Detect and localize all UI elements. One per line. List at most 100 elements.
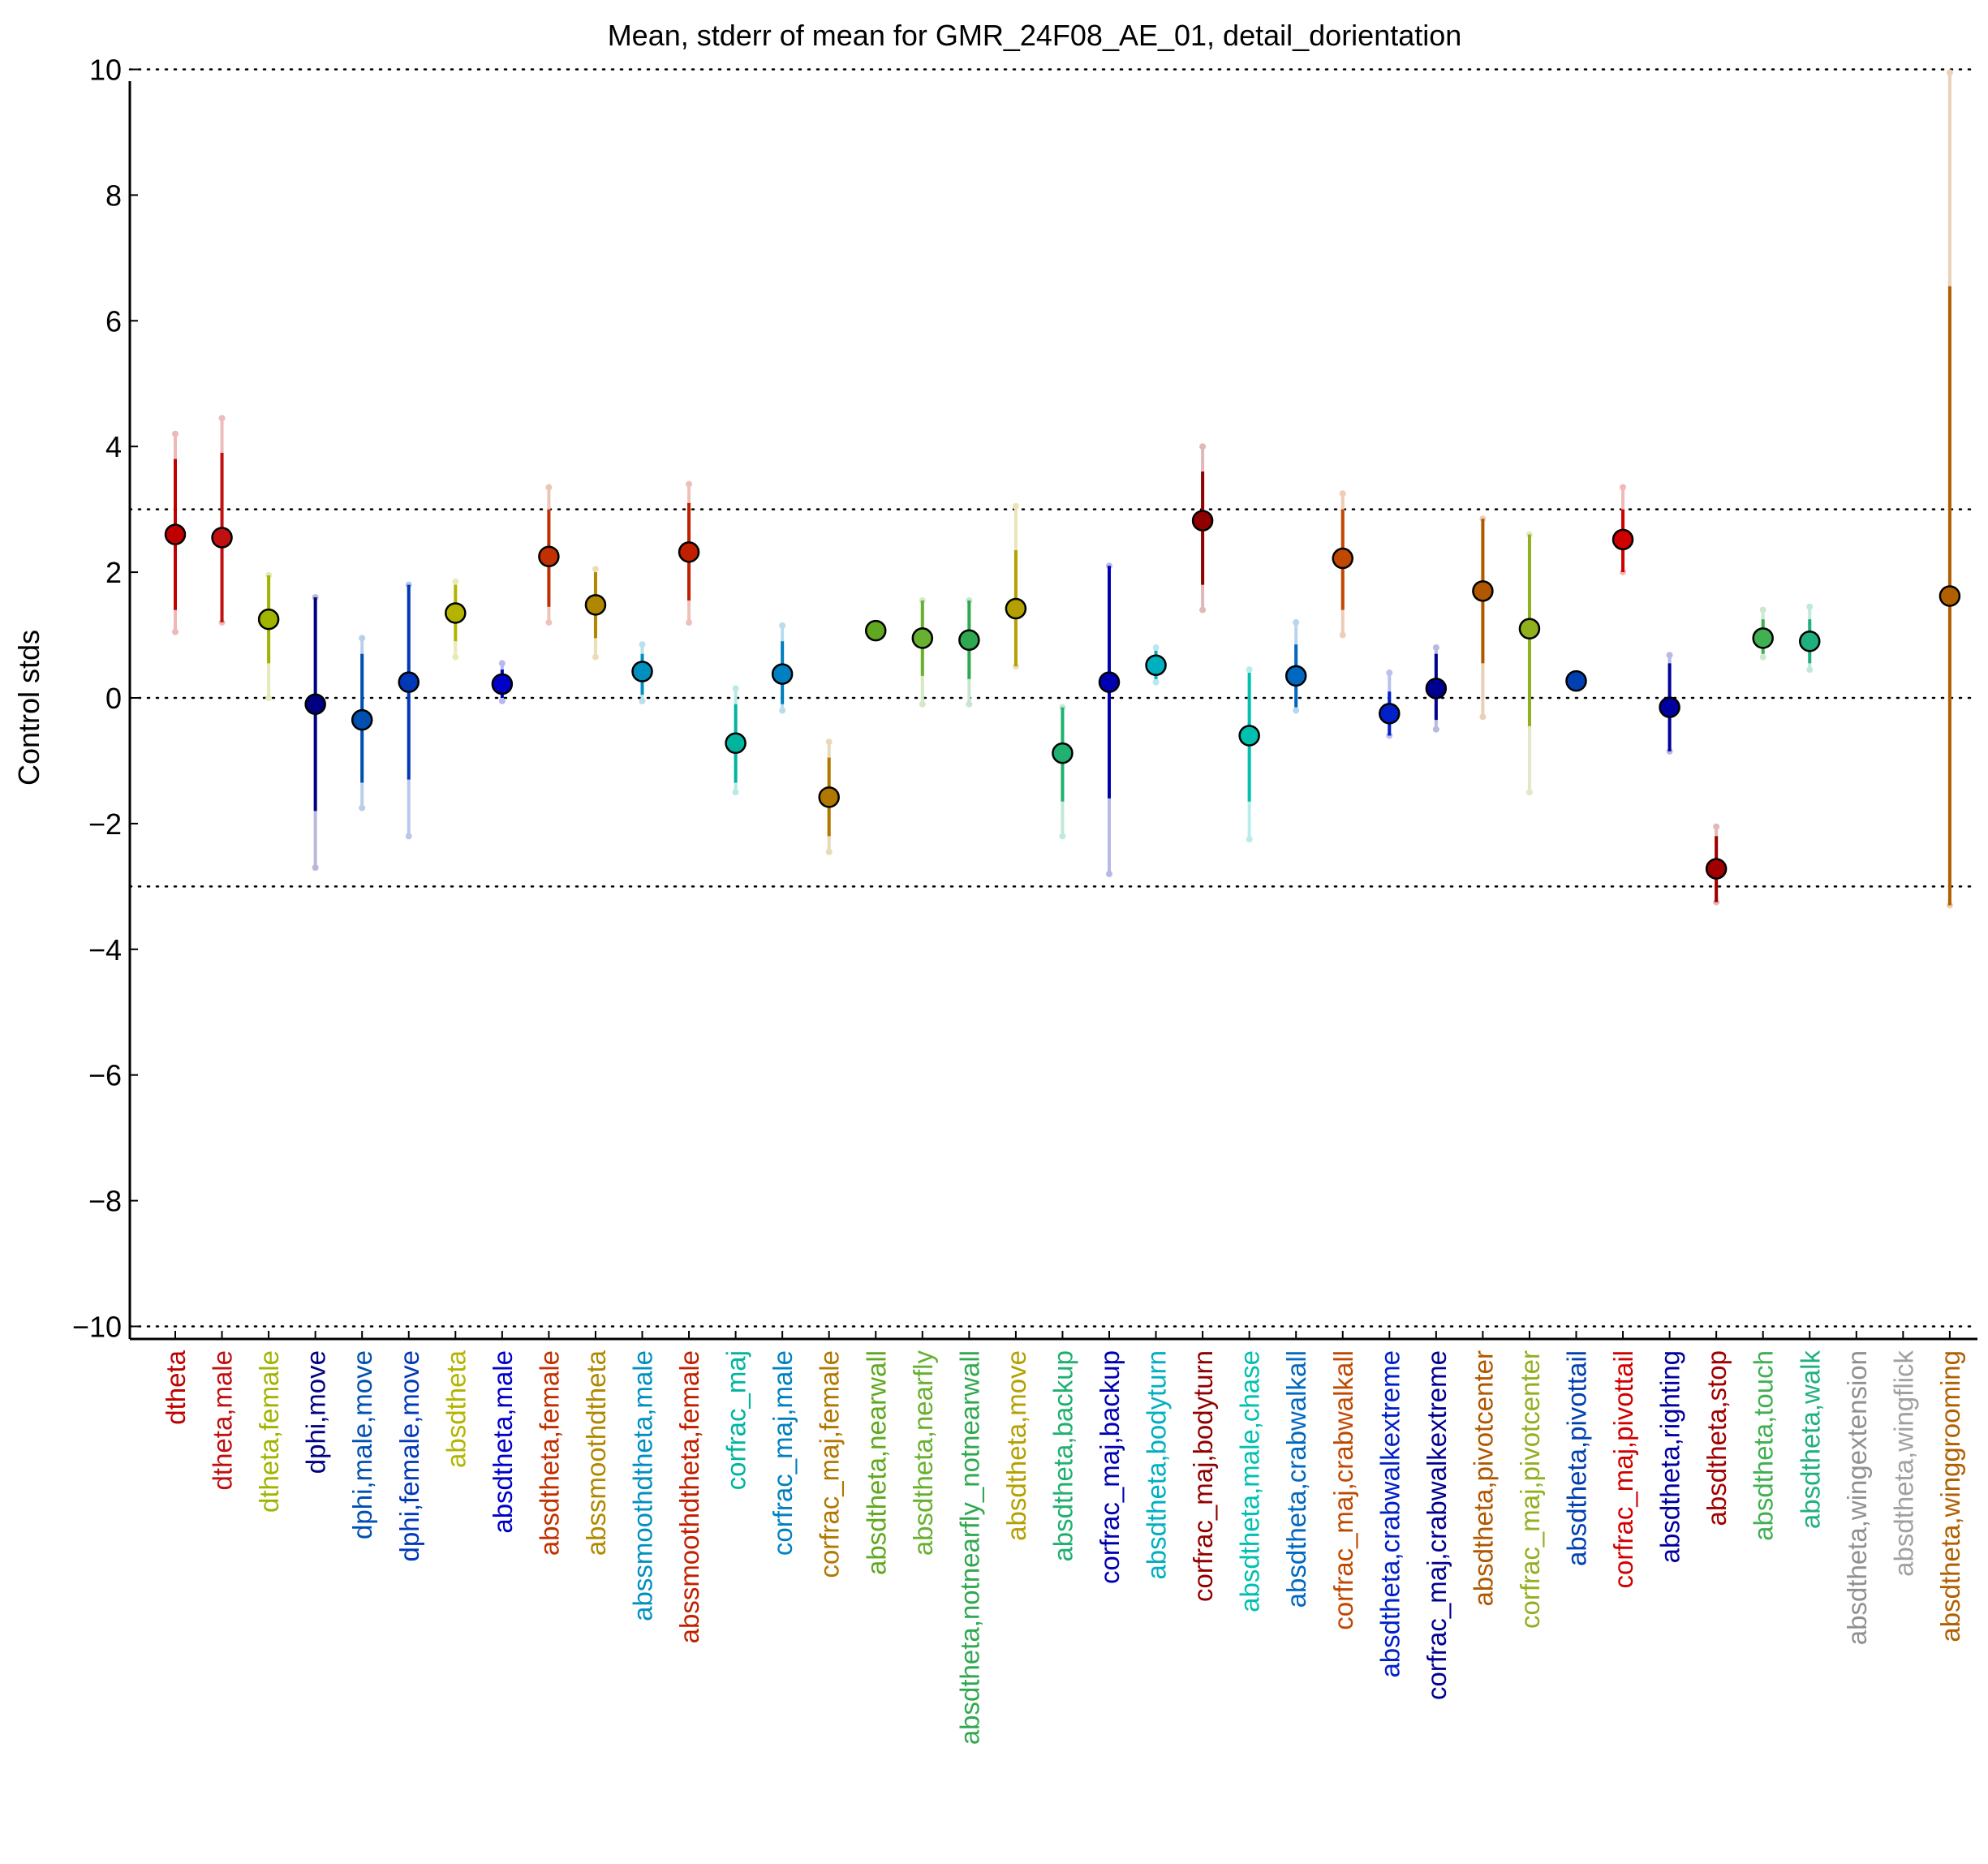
error-bar-cap [359,804,366,811]
x-tick-label: absdtheta,pivottail [1562,1350,1592,1566]
mean-point [398,671,420,693]
error-bar-cap [359,635,366,642]
mean-point [1705,858,1728,880]
error-bar-cap [686,619,693,626]
mean-point [1659,696,1680,718]
x-tick-label: corfrac_maj,crabwalkall [1328,1350,1358,1630]
error-bar-cap [405,833,412,840]
error-bar-cap [825,848,833,855]
mean-point [584,594,607,616]
error-bar-cap [1106,870,1112,877]
error-bar-cap [779,622,786,629]
x-tick-label: corfrac_maj [721,1350,751,1490]
error-bar-cap [545,619,553,626]
x-tick-label: dtheta,female [254,1350,284,1513]
x-tick-label: dphi,female,move [394,1350,424,1561]
y-tick-label: 2 [105,556,122,589]
x-tick-label: absdtheta,stop [1702,1350,1732,1526]
mean-point [538,545,560,567]
mean-point [1425,678,1448,700]
mean-point [911,627,934,649]
mean-point [631,661,653,682]
x-tick-label: dtheta,male [208,1350,238,1490]
x-tick-label: absdtheta,touch [1749,1350,1779,1541]
x-tick-label: absdtheta [441,1350,471,1468]
error-bar-cap [452,578,459,585]
error-bar-cap [779,707,786,714]
error-bar-cap [1059,833,1066,840]
mean-point [445,602,467,624]
mean-point [164,523,187,545]
y-tick-label: −8 [88,1185,122,1218]
y-tick-label: 8 [105,179,122,212]
error-bar-cap [1432,725,1439,733]
mean-point [1191,510,1214,532]
x-tick-label: dphi,male,move [347,1350,377,1539]
error-bar-cap [1946,69,1953,76]
mean-point [1752,627,1774,649]
y-tick-label: 10 [89,53,122,86]
mean-point [304,693,326,715]
error-bar-cap [1620,484,1627,491]
y-tick-label: 0 [105,682,122,715]
x-tick-label: absdtheta,crabwalkall [1281,1350,1311,1608]
error-bar-cap [732,789,739,796]
error-bar-cap [639,641,646,648]
x-tick-label: absdtheta,nearwall [861,1350,891,1575]
error-bar-cap [1199,606,1207,613]
x-tick-label: corfrac_maj,male [768,1350,798,1556]
mean-point [818,786,840,808]
mean-point [211,527,233,549]
error-bar-cap [592,566,599,573]
error-bar-cap [686,480,693,488]
x-tick-label: abssmoothdtheta [581,1350,611,1556]
x-tick-label: absdtheta,male [488,1350,518,1534]
error-bar-cap [452,653,459,661]
data-marks [164,69,1961,909]
x-tick-label: absdtheta,bodyturn [1142,1350,1172,1580]
error-bar-cap [1199,443,1207,450]
y-axis-label: Control stds [12,630,45,786]
mean-point [725,732,747,755]
mean-point [491,673,514,695]
error-bar-cap [1806,666,1814,674]
x-tick-label: absdtheta,righting [1655,1350,1685,1563]
mean-point [678,541,700,563]
chart-title: Mean, stderr of mean for GMR_24F08_AE_01… [608,19,1462,52]
error-bar-cap [1525,789,1533,796]
error-bar-cap [1759,653,1766,661]
x-tick-label: abssmoothdtheta,female [674,1350,704,1643]
y-tick-label: −4 [88,933,122,966]
x-tick-label: absdtheta,crabwalkextreme [1375,1350,1405,1678]
x-tick-label: absdtheta,nearfly [908,1350,938,1556]
mean-point [1939,585,1961,607]
error-bar-cap [1152,644,1160,652]
error-bar-cap [1012,502,1019,510]
mean-point [1472,580,1494,602]
mean-point [1565,669,1587,692]
error-bar-cap [312,864,319,872]
mean-point [865,619,887,642]
error-bar-cap [172,628,179,635]
x-tick-label: absdtheta,pivotcenter [1468,1350,1498,1607]
x-tick-label: absdtheta,move [1001,1350,1031,1541]
error-bar-cap [825,738,833,746]
x-tick-label: absdtheta,female [534,1350,564,1556]
mean-point [1332,547,1353,570]
error-bar-cap [218,415,226,422]
mean-point [1518,618,1541,640]
x-tick-label: absdtheta,backup [1048,1350,1078,1562]
error-bar-cap [1152,678,1160,686]
error-bar-cap [1432,644,1439,652]
y-tick-label: 6 [105,304,122,338]
mean-point [351,708,373,731]
error-bar-cap [1479,713,1487,721]
y-tick-label: 4 [105,430,122,463]
error-bar-cap [1246,666,1253,674]
x-tick-label: corfrac_maj,crabwalkextreme [1422,1350,1452,1700]
x-tick-label: absdtheta,winggrooming [1935,1350,1965,1642]
error-bar-cap [1293,707,1300,714]
